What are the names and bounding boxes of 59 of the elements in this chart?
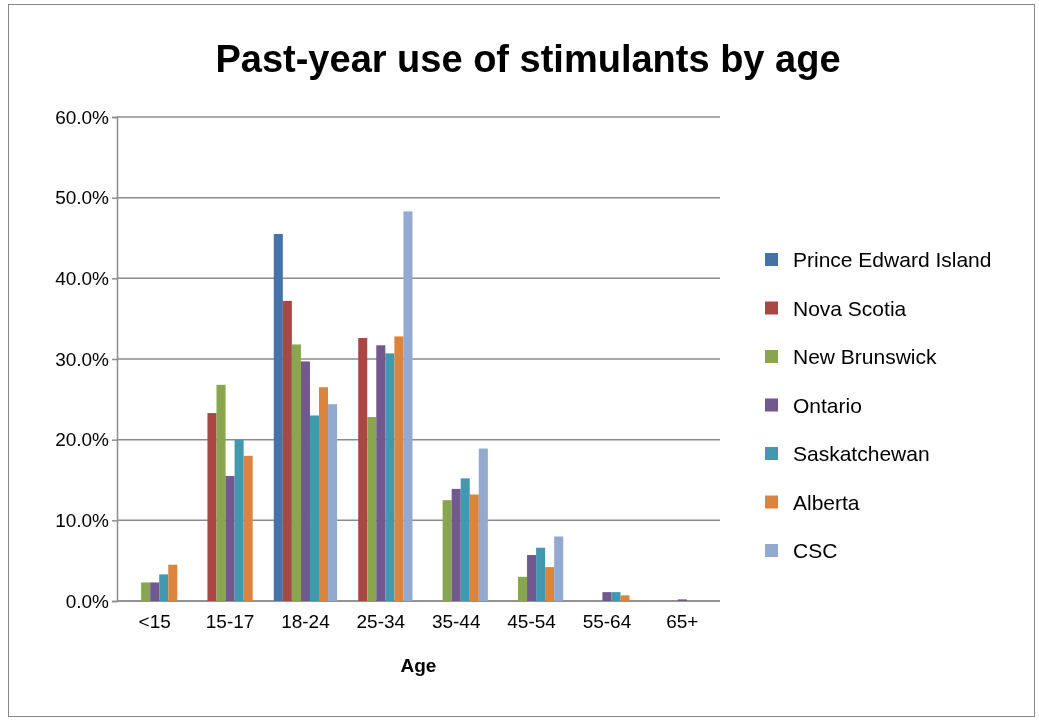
bar [536,547,546,601]
bar [451,488,461,601]
bar [518,576,528,601]
y-tick-label: 0.0% [65,590,110,612]
x-tick-label: 45-54 [507,611,557,633]
bar [282,300,292,601]
bar [385,353,395,601]
bar [469,494,479,601]
bar [319,387,329,601]
legend-label: CSC [793,539,838,562]
bar [394,336,404,601]
y-tick-label: 30.0% [55,348,110,370]
legend-label: Prince Edward Island [793,248,992,271]
bar [611,592,621,601]
bar [545,567,555,601]
bar [309,415,320,601]
bar [300,361,310,601]
bar [527,555,537,601]
x-tick-label: 35-44 [431,611,481,633]
y-tick-label: 50.0% [55,187,110,209]
bar [216,384,226,601]
bar [207,413,217,601]
y-tick-label: 20.0% [55,429,110,451]
legend-label: Nova Scotia [793,296,907,320]
x-tick-label: 18-24 [281,611,331,633]
x-tick-label: 25-34 [356,611,406,633]
bar [141,582,151,601]
bar [376,345,386,601]
x-tick-label: 15-17 [205,611,255,633]
bar [602,592,612,601]
legend-label: Alberta [793,490,860,514]
bar [620,595,630,601]
bar [243,455,253,601]
bar [168,564,178,601]
bar [367,417,377,601]
chart-title: Past-year use of stimulants by age [215,38,841,80]
bar [225,475,235,601]
bar [234,439,244,601]
bar [554,536,564,601]
legend-label: New Brunswick [793,345,938,368]
x-tick-label: <15 [138,611,171,633]
bar [159,574,169,601]
bar [403,211,413,601]
bar [358,338,368,601]
y-tick-label: 40.0% [55,267,110,289]
bar [273,233,283,601]
legend-label: Saskatchewan [793,442,930,465]
x-tick-label: 55-64 [582,611,632,633]
y-tick-label: 60.0% [55,106,110,128]
x-axis-title: Age [400,655,437,676]
bar [442,500,452,601]
legend-label: Ontario [793,393,862,417]
bar [460,478,470,601]
bar [291,344,301,601]
bar [478,448,488,601]
bar [150,582,160,601]
y-tick-label: 10.0% [55,509,110,531]
x-tick-label: 65+ [666,611,699,633]
bar [328,404,338,601]
